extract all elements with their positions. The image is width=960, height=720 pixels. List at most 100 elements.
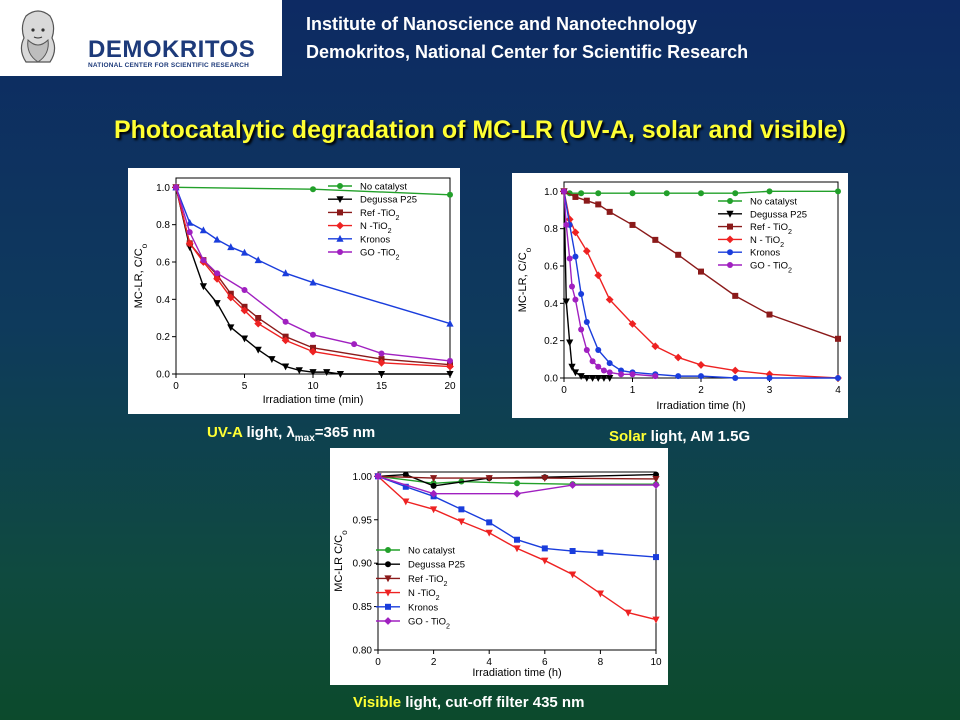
legend-entry-n-tio2: N -TiO2	[328, 221, 392, 235]
data-point	[255, 315, 262, 321]
series-no-catalyst	[561, 188, 841, 197]
data-point	[402, 498, 410, 506]
legend-entry-no-catalyst: No catalyst	[328, 182, 407, 193]
data-point	[583, 375, 591, 382]
legend-entry-no-catalyst: No catalyst	[376, 546, 455, 557]
institute-line-1: Institute of Nanoscience and Nanotechnol…	[306, 14, 698, 34]
legend-marker	[337, 183, 343, 189]
data-point	[309, 347, 317, 356]
institute-line-2: Demokritos, National Center for Scientif…	[306, 42, 749, 62]
data-point	[629, 221, 636, 228]
legend-marker	[385, 547, 391, 553]
data-point	[606, 369, 613, 376]
data-point	[336, 371, 344, 378]
data-point	[513, 545, 521, 553]
series-line	[377, 475, 657, 480]
x-tick-label: 0	[375, 657, 381, 668]
legend-label: GO - TiO2	[750, 261, 792, 275]
x-tick-label: 3	[767, 385, 773, 396]
y-tick-label: 1.0	[544, 187, 558, 198]
x-tick-label: 1	[630, 385, 636, 396]
legend-label: N -TiO2	[360, 221, 392, 235]
data-point	[618, 371, 625, 378]
data-point	[282, 363, 290, 371]
legend-entry-n-tio2: N -TiO2	[376, 588, 440, 602]
series-go-tio2	[374, 472, 660, 498]
data-point	[310, 331, 316, 338]
x-tick-label: 5	[242, 381, 248, 392]
series-ref-tio2	[561, 188, 841, 342]
data-point	[674, 353, 683, 362]
data-point	[765, 370, 774, 379]
legend-entry-ref-tio2: Ref -TiO2	[328, 208, 400, 222]
legend-entry-ref-tio2: Ref -TiO2	[376, 574, 448, 588]
data-point	[652, 475, 660, 483]
data-point	[254, 256, 262, 264]
caption-solar: Solar light, AM 1.5G	[609, 428, 750, 445]
y-tick-label: 0.4	[544, 299, 558, 310]
legend-entry-degussa-p25: Degussa P25	[376, 560, 465, 571]
legend-marker	[336, 196, 344, 204]
chart-uva-panel: 0 5 10 15 20 0.0 0.2 0.4 0.6 0.8 1.0 Irradiation ti…	[128, 168, 460, 414]
data-point	[213, 235, 221, 243]
legend-entry-ref-tio2: Ref - TiO2	[718, 222, 792, 236]
data-point	[577, 373, 585, 381]
x-tick-label: 2	[698, 385, 704, 396]
data-point	[562, 298, 570, 306]
data-point	[594, 375, 602, 382]
series-line	[377, 475, 657, 558]
data-point	[605, 295, 614, 304]
data-point	[589, 358, 596, 365]
legend-label: No catalyst	[750, 197, 797, 208]
x-tick-label: 6	[542, 657, 548, 668]
data-point	[268, 356, 276, 363]
data-point	[595, 201, 602, 208]
data-point	[675, 251, 682, 258]
data-point	[281, 336, 290, 345]
caption-visible: Visible light, cut-off filter 435 nm	[353, 694, 584, 711]
legend-label: Degussa P25	[408, 560, 465, 571]
y-tick-label: 0.80	[353, 646, 373, 657]
data-point	[227, 243, 235, 251]
data-point	[295, 367, 303, 375]
legend-marker	[336, 234, 344, 242]
legend-entry-kronos: Kronos	[718, 248, 780, 259]
data-point	[652, 373, 659, 380]
series-line	[563, 190, 838, 194]
data-point	[213, 274, 221, 283]
x-tick-label: 2	[431, 657, 437, 668]
slide-title: Photocatalytic degradation of MC-LR (UV-…	[113, 116, 847, 144]
legend-entry-kronos: Kronos	[328, 234, 390, 245]
legend-entry-no-catalyst: No catalyst	[718, 197, 797, 208]
data-point	[240, 335, 249, 343]
data-point	[569, 571, 577, 579]
data-point	[583, 197, 590, 204]
legend-entry-n-tio2: N - TiO2	[718, 235, 784, 249]
data-point	[698, 373, 704, 380]
caption-uva-highlight: UV-A	[207, 424, 243, 441]
y-tick-label: 0.2	[544, 336, 558, 347]
data-point	[310, 186, 316, 193]
x-tick-label: 4	[486, 657, 492, 668]
data-point	[588, 375, 597, 382]
data-point	[323, 369, 331, 377]
data-point	[583, 319, 590, 325]
data-point	[561, 188, 567, 195]
series-n-tio2	[374, 473, 660, 624]
data-point	[698, 268, 704, 275]
series-line	[563, 191, 656, 377]
data-point	[568, 363, 576, 371]
data-point	[595, 363, 602, 370]
data-point	[513, 489, 521, 498]
series-line	[377, 473, 657, 487]
legend-label: Kronos	[750, 248, 780, 259]
data-point	[514, 536, 520, 543]
data-point	[446, 371, 454, 378]
x-tick-label: 15	[376, 381, 388, 392]
data-point	[447, 191, 453, 198]
data-point	[446, 319, 454, 327]
data-point	[652, 481, 660, 489]
caption-uva: UV-A light, λmax=365 nm	[207, 424, 375, 444]
data-point	[173, 184, 179, 191]
x-tick-label: 0	[561, 385, 567, 396]
